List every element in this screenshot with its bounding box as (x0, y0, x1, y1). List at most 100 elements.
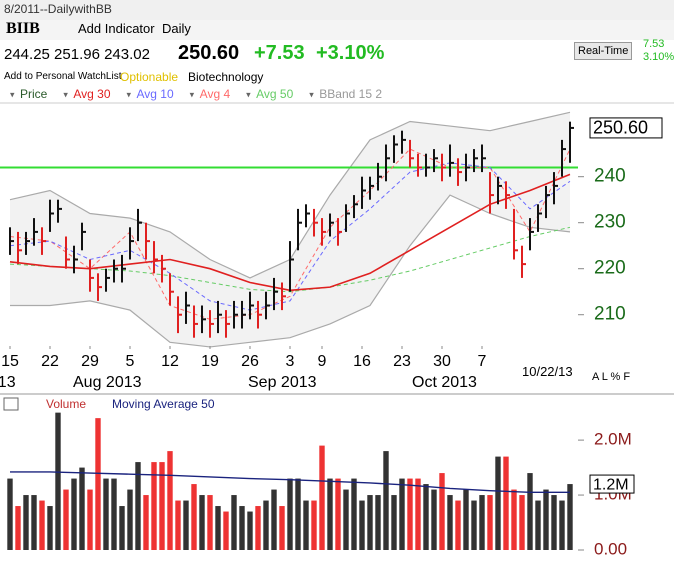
x-tick-label: 22 (41, 353, 59, 370)
toolbar-row (0, 20, 674, 40)
volume-bar (223, 511, 229, 550)
volume-bar (359, 500, 365, 550)
legend-ma: Moving Average 50 (112, 397, 215, 411)
volume-bar (79, 467, 85, 550)
legend-volume: Volume (46, 397, 86, 411)
month-label: Oct 2013 (412, 374, 477, 391)
volume-bar (247, 511, 253, 550)
volume-bar (87, 489, 93, 550)
change: +7.53 (254, 42, 305, 64)
volume-bar (23, 495, 29, 550)
legend-entry: Avg 4 (200, 87, 231, 101)
volume-bar (447, 495, 453, 550)
last-price-label: 250.60 (593, 118, 648, 138)
y-tick-label: 230 (594, 212, 626, 233)
volume-bar (455, 500, 461, 550)
period[interactable]: Daily (162, 21, 191, 36)
y-tick-label: 220 (594, 258, 626, 279)
change-pct: +3.10% (316, 42, 385, 64)
volume-bar (375, 495, 381, 550)
x-tick-label: 3 (286, 353, 295, 370)
volume-bar (567, 484, 573, 550)
month-label: 2013 (0, 374, 16, 391)
legend-arrow: ▾ (127, 89, 132, 99)
volume-bar (215, 506, 221, 550)
bband-fill (10, 112, 570, 347)
volume-bar (111, 478, 117, 550)
rt-pct: 3.10% (643, 51, 674, 63)
volume-bar (471, 500, 477, 550)
volume-bar (527, 473, 533, 550)
y-tick-label: 0.00 (594, 539, 627, 558)
volume-bar (519, 495, 525, 550)
volume-bar (95, 418, 101, 550)
volume-bar (135, 462, 141, 550)
volume-bar (487, 495, 493, 550)
volume-ma (10, 471, 570, 494)
volume-bar (303, 500, 309, 550)
x-tick-label: 15 (1, 353, 19, 370)
bband-lower (10, 194, 571, 348)
volume-bar (71, 478, 77, 550)
volume-bar (103, 478, 109, 550)
volume-bar (199, 495, 205, 550)
volume-bar (543, 489, 549, 550)
volume-bar (319, 445, 325, 550)
legend-entry: Avg 10 (137, 87, 174, 101)
volume-bar (167, 451, 173, 550)
x-tick-label: 23 (393, 353, 411, 370)
moving-average (9, 148, 571, 320)
volume-bar (55, 412, 61, 550)
industry: Biotechnology (188, 70, 264, 84)
volume-bar (207, 495, 213, 550)
volume-bar (399, 478, 405, 550)
ohl: 244.25 251.96 243.02 (4, 46, 150, 63)
volume-bar (439, 473, 445, 550)
volume-bar (175, 500, 181, 550)
volume-bar (431, 489, 437, 550)
volume-bar (151, 462, 157, 550)
scale-menu[interactable]: A L % F (592, 371, 631, 383)
x-tick-label: 9 (318, 353, 327, 370)
volume-bar (15, 506, 21, 550)
x-tick-label: 30 (433, 353, 451, 370)
volume-bar (7, 478, 13, 550)
volume-bar (383, 451, 389, 550)
legend-entry: Avg 30 (73, 87, 110, 101)
symbol[interactable]: BIIB (6, 20, 40, 37)
x-tick-label: 12 (161, 353, 179, 370)
add-indicator[interactable]: Add Indicator (78, 21, 155, 36)
volume-bar (39, 500, 45, 550)
volume-bar (255, 506, 261, 550)
legend-arrow: ▾ (10, 89, 15, 99)
last-price-box (589, 117, 663, 139)
x-tick-label: 5 (126, 353, 135, 370)
legend-arrow: ▾ (309, 89, 314, 99)
volume-bar (159, 462, 165, 550)
month-label: Sep 2013 (248, 374, 317, 391)
volume-bar (479, 495, 485, 550)
volume-bar (183, 500, 189, 550)
volume-bar (343, 489, 349, 550)
last: 250.60 (178, 42, 240, 64)
legend-entry: Avg 50 (256, 87, 293, 101)
realtime[interactable]: Real-Time (574, 42, 633, 60)
moving-average (9, 162, 571, 311)
y-tick-label: 2.0M (594, 430, 632, 449)
close-box[interactable] (3, 397, 19, 411)
volume-bar (415, 478, 421, 550)
volume-bar (279, 506, 285, 550)
volume-bar (231, 495, 237, 550)
volume-bar (327, 478, 333, 550)
volume-bar (119, 506, 125, 550)
x-tick-label: 19 (201, 353, 219, 370)
legend-arrow: ▾ (246, 89, 251, 99)
volume-bar (495, 456, 501, 550)
legend-price: Price (20, 87, 48, 101)
volume-bar (311, 500, 317, 550)
watchlist[interactable]: Add to Personal WatchList (4, 71, 122, 82)
volume-bar (31, 495, 37, 550)
volume-bar (287, 478, 293, 550)
